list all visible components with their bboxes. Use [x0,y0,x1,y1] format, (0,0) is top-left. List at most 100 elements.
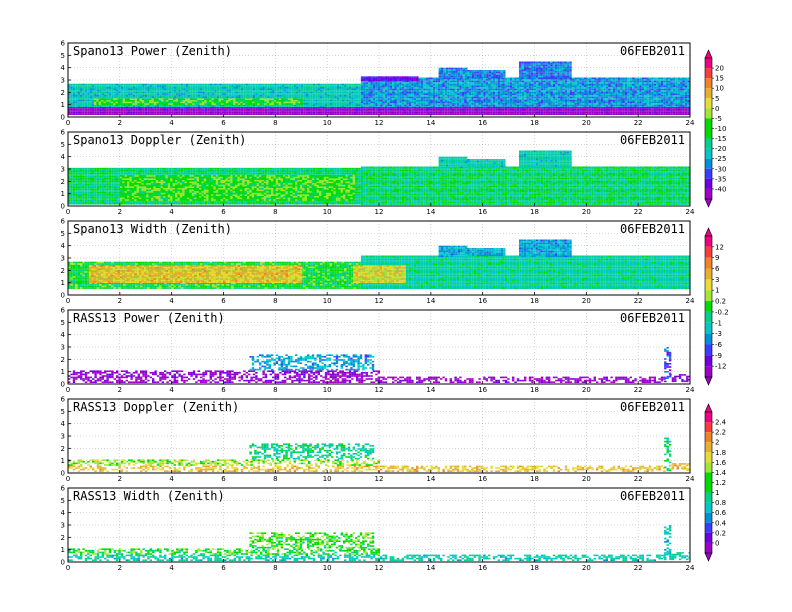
data-cell [87,93,90,95]
data-cell [500,79,503,81]
data-cell [308,107,311,109]
data-cell [185,91,188,94]
data-cell [248,91,251,94]
data-cell [464,98,467,100]
data-cell [293,104,296,107]
data-cell [353,90,356,92]
data-cell [80,108,83,111]
data-cell [365,108,368,111]
data-cell [94,90,97,92]
data-cell [176,96,179,99]
data-cell [418,108,421,111]
data-cell [512,83,515,86]
data-cell [310,83,313,86]
data-cell [538,88,541,91]
data-cell [238,91,241,94]
data-cell [488,87,491,89]
data-cell [399,107,402,109]
data-cell [504,77,508,80]
data-cell [380,85,383,88]
data-cell [257,85,260,87]
data-cell [128,86,131,89]
data-cell [156,90,160,92]
data-cell [130,93,133,95]
data-cell [612,96,616,99]
data-cell [315,83,318,86]
data-cell [516,80,520,83]
data-cell [557,99,561,102]
data-cell [543,91,546,94]
data-cell [473,101,477,104]
data-cell [348,98,352,100]
data-cell [96,93,100,95]
data-cell [483,88,486,91]
data-cell [120,83,124,86]
data-cell [344,104,347,107]
data-cell [514,77,517,80]
data-cell [317,93,320,95]
data-cell [368,96,371,99]
data-cell [130,86,133,89]
data-cell [142,104,145,107]
data-cell [418,91,421,94]
data-cell [526,90,529,92]
data-cell [399,98,402,100]
data-cell [478,90,481,92]
data-cell [401,101,405,104]
data-cell [576,107,580,109]
data-cell [365,96,369,99]
data-cell [519,88,522,91]
data-cell [113,94,116,97]
data-cell [344,88,347,91]
data-cell [684,107,688,109]
data-cell [125,107,128,109]
data-cell [605,95,609,97]
data-cell [528,80,532,83]
data-cell [312,106,316,108]
data-cell [668,90,671,92]
data-cell [624,104,628,107]
data-cell [248,106,251,108]
data-cell [353,91,356,94]
data-cell [651,80,654,83]
data-cell [468,93,472,96]
data-cell [456,107,460,109]
data-cell [195,93,198,95]
data-cell [368,99,371,102]
data-cell [495,87,498,89]
data-cell [368,88,371,91]
data-cell [603,95,606,97]
data-cell [632,99,635,102]
data-cell [75,107,78,109]
data-cell [483,93,486,96]
data-cell [509,104,513,107]
data-cell [288,108,292,111]
data-cell [173,83,176,86]
data-cell [224,90,227,92]
data-cell [524,83,527,86]
data-cell [197,94,200,97]
data-cell [358,99,361,102]
data-cell [548,79,551,81]
data-cell [387,85,390,88]
data-cell [437,96,441,99]
data-cell [384,103,388,105]
data-cell [324,83,328,86]
data-cell [454,107,457,109]
data-cell [406,91,409,94]
data-cell [538,80,541,83]
data-cell [348,106,352,108]
data-cell [646,95,649,97]
data-cell [416,87,419,89]
data-cell [408,85,412,88]
data-cell [617,88,621,91]
data-cell [272,108,275,111]
data-cell [644,91,647,94]
data-cell [586,107,589,109]
data-cell [680,77,683,80]
data-cell [380,90,383,92]
data-cell [639,104,642,107]
data-cell [502,85,505,88]
data-cell [154,93,157,95]
